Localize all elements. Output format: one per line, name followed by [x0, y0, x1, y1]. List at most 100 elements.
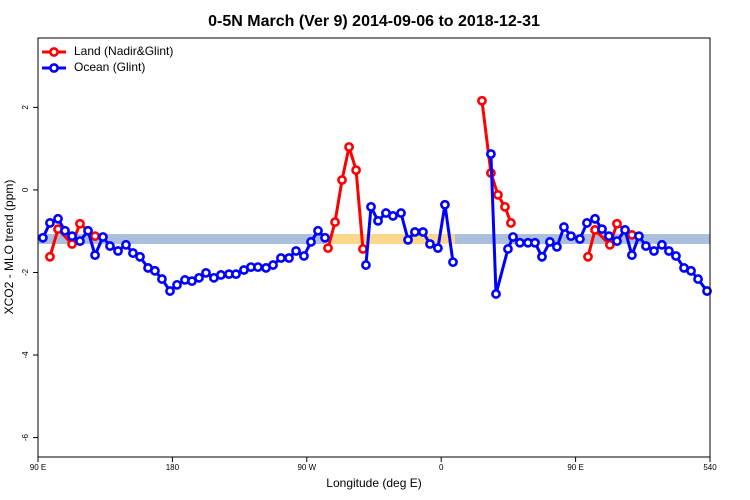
series-point — [506, 218, 516, 228]
series-point — [60, 225, 70, 236]
series-point — [344, 142, 354, 152]
series-point — [486, 149, 496, 159]
series-point — [98, 232, 108, 242]
series-point — [388, 211, 398, 221]
series-point — [284, 253, 294, 263]
y-tick-label: 0 — [21, 187, 30, 192]
series-point — [53, 213, 63, 224]
series-point — [503, 244, 513, 254]
y-tick-label: -2 — [21, 268, 30, 276]
series-point — [686, 265, 696, 276]
series-point — [135, 251, 145, 262]
series-point — [90, 231, 100, 242]
series-point — [83, 225, 93, 236]
series-point — [491, 289, 501, 299]
series-point — [493, 189, 503, 200]
series-point — [583, 251, 593, 262]
series-point — [276, 253, 286, 263]
band — [325, 234, 455, 244]
series-point — [67, 231, 77, 242]
series-point — [157, 274, 167, 284]
x-tick-label: 0 — [439, 463, 444, 472]
series-point — [508, 232, 518, 242]
x-tick-label: 180 — [166, 463, 180, 472]
series-point — [351, 165, 361, 175]
series-point — [657, 239, 667, 250]
series-point — [172, 279, 182, 290]
x-tick-label: 90 E — [30, 463, 46, 472]
series-point — [566, 231, 576, 242]
series-point — [403, 234, 413, 245]
series-point — [590, 213, 600, 224]
series-point — [128, 248, 138, 258]
series-point — [418, 227, 428, 237]
series-point — [75, 218, 85, 229]
series-point — [291, 246, 301, 256]
y-axis-label: XCO2 - MLO trend (ppm) — [2, 180, 16, 315]
series-point — [575, 234, 585, 244]
series-point — [693, 274, 703, 284]
series-point — [702, 286, 712, 296]
plot-lines — [38, 95, 712, 299]
legend-label: Ocean (Glint) — [74, 60, 145, 74]
series-point — [45, 218, 55, 228]
series-point — [366, 201, 376, 212]
series-point — [361, 260, 371, 270]
series-point — [231, 269, 241, 280]
legend-marker — [49, 63, 59, 73]
x-tick-label: 540 — [703, 463, 717, 472]
series-point — [313, 225, 323, 236]
series-point — [440, 199, 450, 210]
series-point — [373, 215, 383, 226]
series-point — [253, 262, 263, 273]
series-point — [194, 272, 204, 283]
series-point — [605, 239, 615, 250]
series-line — [489, 153, 709, 295]
legend-marker — [49, 47, 59, 57]
bands — [38, 234, 710, 244]
series-point — [165, 286, 175, 296]
x-tick-label: 90 E — [567, 463, 583, 472]
series-point — [604, 231, 614, 242]
series-point — [597, 224, 607, 235]
series-point — [425, 239, 435, 249]
series-point — [358, 244, 368, 254]
series-line — [326, 146, 365, 250]
series-point — [216, 270, 226, 280]
series-point — [514, 237, 525, 248]
series-point — [433, 243, 443, 254]
series-point — [268, 260, 278, 270]
series-point — [90, 250, 100, 261]
series-point — [649, 246, 659, 256]
series-point — [500, 201, 510, 212]
series-point — [559, 222, 569, 232]
series-point — [45, 251, 55, 262]
series-point — [626, 250, 637, 261]
series-point — [612, 236, 622, 247]
y-tick-label: -4 — [21, 351, 30, 359]
series-point — [612, 218, 622, 229]
series-point — [67, 239, 77, 249]
legend-label: Land (Nadir&Glint) — [74, 44, 173, 58]
series-point — [323, 243, 333, 254]
series-point — [552, 241, 562, 252]
series-point — [396, 208, 406, 218]
series-point — [38, 232, 48, 243]
series-point — [582, 218, 592, 228]
series-point — [201, 267, 211, 278]
series-point — [545, 237, 555, 247]
series-point — [299, 251, 309, 261]
series-point — [530, 237, 540, 248]
series-point — [477, 95, 487, 106]
series-point — [620, 225, 630, 235]
series-point — [113, 246, 123, 256]
series-point — [330, 217, 340, 228]
series-point — [320, 232, 330, 243]
series-point — [337, 175, 347, 185]
series-point — [105, 241, 115, 251]
x-axis-label: Longitude (deg E) — [326, 476, 421, 490]
series-point — [150, 265, 160, 276]
x-tick-label: 90 W — [297, 463, 316, 472]
series-point — [634, 231, 644, 242]
series-point — [641, 241, 651, 251]
